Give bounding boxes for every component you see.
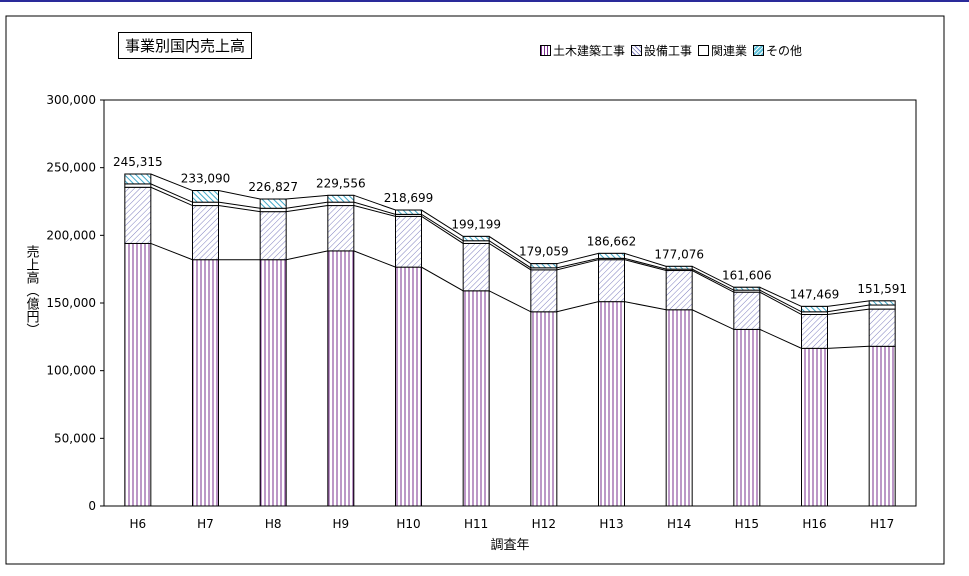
chart-title: 事業別国内売上高 <box>118 32 253 59</box>
x-tick-label: H7 <box>197 517 214 531</box>
total-label: 233,090 <box>181 172 231 186</box>
total-label: 229,556 <box>316 176 366 190</box>
bar-segment <box>530 311 558 507</box>
total-label: 179,059 <box>519 245 569 259</box>
total-label: 186,662 <box>587 234 637 248</box>
series-line-4 <box>124 173 896 307</box>
bar-segment <box>462 290 490 507</box>
bar-segment <box>598 259 625 303</box>
legend-label-civil: 土木建築工事 <box>553 44 626 58</box>
legend-item-related: 関連業 <box>698 42 747 59</box>
legend-swatch-civil <box>540 45 551 56</box>
bar-segment <box>124 173 152 185</box>
bar-segment <box>192 190 219 203</box>
y-axis-label: 売上高（億円） <box>24 244 40 336</box>
bar-segment <box>801 347 828 507</box>
y-tick-label: 300,000 <box>46 93 96 107</box>
bar-segment <box>733 291 761 330</box>
chart-frame <box>5 15 945 565</box>
total-label: 151,591 <box>857 282 907 296</box>
legend-item-other: その他 <box>753 42 802 59</box>
series-line-2 <box>124 186 896 316</box>
y-tick-label: 250,000 <box>46 161 96 175</box>
legend-swatch-equipment <box>631 45 643 56</box>
total-label: 226,827 <box>248 180 298 194</box>
bar-segment <box>192 259 219 507</box>
bar-segment <box>530 263 558 269</box>
bar-segment <box>598 301 625 507</box>
bar-segment <box>395 209 422 215</box>
legend-label-related: 関連業 <box>711 44 748 58</box>
legend-item-civil: 土木建築工事 <box>540 42 625 59</box>
bar-segment <box>124 183 152 188</box>
bar-segment <box>868 300 896 306</box>
bar-segment <box>530 269 558 313</box>
x-tick-label: H13 <box>599 517 623 531</box>
legend: 土木建築工事 設備工事 関連業 その他 <box>540 42 802 59</box>
series-line-1 <box>124 242 896 349</box>
bar-segment <box>395 266 422 507</box>
legend-label-other: その他 <box>766 44 803 58</box>
y-tick-label: 100,000 <box>46 364 96 378</box>
bar-segment <box>801 305 828 313</box>
bar-segment <box>124 242 152 507</box>
bar-segment <box>665 270 693 311</box>
bar-segment <box>462 235 490 242</box>
total-label: 218,699 <box>384 191 434 205</box>
bar-segment <box>192 205 219 261</box>
y-tick-label: 200,000 <box>46 228 96 242</box>
bar-segment <box>733 328 761 507</box>
x-tick-label: H11 <box>464 517 488 531</box>
bar-segment <box>665 265 693 270</box>
x-tick-label: H10 <box>396 517 420 531</box>
bar-segment <box>192 201 219 207</box>
x-tick-label: H6 <box>129 517 146 531</box>
total-label: 161,606 <box>722 268 772 282</box>
bar-segment <box>868 308 896 347</box>
x-tick-label: H15 <box>735 517 759 531</box>
top-border <box>0 0 969 2</box>
bar-segment <box>327 205 355 252</box>
y-tick-label: 150,000 <box>46 296 96 310</box>
bar-segment <box>395 215 422 268</box>
total-label: 147,469 <box>790 287 840 301</box>
bar-segment <box>462 242 490 292</box>
bar-segment <box>327 194 355 203</box>
legend-swatch-related <box>698 45 710 56</box>
bar-segment <box>598 252 625 259</box>
total-label: 199,199 <box>451 217 501 231</box>
x-axis-label: 調査年 <box>490 538 529 553</box>
y-tick-label: 0 <box>88 499 96 513</box>
bar-segment <box>327 201 355 207</box>
bar-segment <box>259 259 287 507</box>
x-tick-label: H16 <box>802 517 826 531</box>
bar-segment <box>259 207 287 213</box>
total-label: 177,076 <box>654 247 704 261</box>
bar-segment <box>259 211 287 261</box>
x-tick-label: H9 <box>332 517 349 531</box>
bar-segment <box>327 250 355 507</box>
x-tick-label: H17 <box>870 517 894 531</box>
x-tick-label: H12 <box>532 517 556 531</box>
bar-segment <box>868 345 896 507</box>
legend-item-equipment: 設備工事 <box>631 42 692 59</box>
legend-swatch-other <box>753 45 765 56</box>
x-tick-label: H8 <box>265 517 282 531</box>
x-tick-label: H14 <box>667 517 691 531</box>
legend-label-equipment: 設備工事 <box>644 44 693 58</box>
bar-segment <box>259 198 287 209</box>
bar-segment <box>868 304 896 310</box>
bar-segment <box>733 286 761 291</box>
series-line-3 <box>124 183 896 313</box>
bar-segment <box>124 186 152 244</box>
bar-segment <box>665 309 693 507</box>
total-label: 245,315 <box>113 155 163 169</box>
y-tick-label: 50,000 <box>54 431 96 445</box>
bar-segment <box>801 314 828 349</box>
